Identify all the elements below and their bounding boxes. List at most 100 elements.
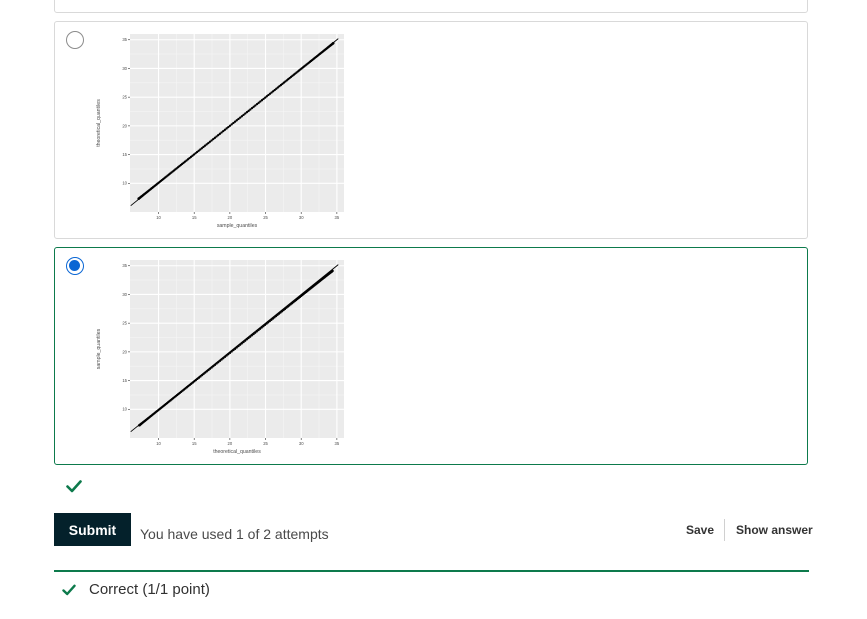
data-point: [215, 362, 218, 365]
y-tick-label: 35: [122, 263, 127, 268]
qq-plot-1: 10 15 20 25 30 35 10 15 20 25 30 35 sample_quantiles…: [96, 34, 344, 229]
data-point: [271, 317, 275, 320]
data-point: [237, 344, 240, 348]
submit-button[interactable]: Submit: [54, 513, 131, 546]
y-tick-label: 25: [122, 95, 127, 100]
data-point: [332, 42, 335, 45]
data-point: [218, 132, 222, 135]
attempts-text: You have used 1 of 2 attempts: [140, 526, 329, 542]
data-point: [200, 147, 203, 150]
data-point: [217, 361, 220, 364]
x-tick-label: 25: [263, 215, 268, 220]
y-tick-label: 30: [122, 66, 127, 71]
data-point: [233, 120, 237, 123]
data-point: [268, 92, 272, 95]
data-point: [254, 331, 257, 334]
data-point: [232, 121, 235, 125]
option-card-partial: [54, 0, 808, 13]
data-point: [233, 347, 237, 350]
data-point: [223, 128, 227, 131]
correct-check-icon: [66, 480, 82, 493]
data-point: [274, 314, 278, 318]
data-point: [250, 106, 254, 110]
data-point: [232, 349, 235, 352]
data-point: [259, 100, 262, 103]
data-point: [250, 334, 254, 337]
data-point: [212, 138, 215, 141]
data-point: [223, 355, 227, 359]
data-point: [203, 144, 207, 147]
data-point: [267, 321, 270, 324]
y-tick-label: 35: [122, 37, 127, 42]
y-axis-label: sample_quantiles: [96, 328, 102, 369]
data-point: [260, 326, 263, 329]
data-point: [230, 350, 233, 353]
option-card-1[interactable]: 10 15 20 25 30 35 10 15 20 25 30 35 sample_quantiles…: [54, 21, 808, 239]
data-point: [235, 346, 238, 349]
y-tick-label: 20: [122, 349, 127, 354]
data-point: [235, 119, 238, 122]
data-point: [275, 87, 278, 90]
show-answer-button[interactable]: Show answer: [736, 523, 813, 537]
data-point: [210, 139, 213, 142]
data-point: [258, 327, 262, 330]
data-point: [199, 375, 202, 378]
data-point: [207, 368, 210, 372]
data-point: [240, 342, 243, 345]
data-point: [212, 365, 215, 368]
data-point: [255, 103, 259, 106]
data-point: [227, 353, 230, 356]
option-1-radio[interactable]: [66, 31, 84, 49]
option-2-radio[interactable]: [66, 257, 84, 275]
data-point: [254, 104, 257, 107]
data-point: [262, 97, 265, 101]
data-point: [220, 131, 223, 134]
data-point: [191, 154, 194, 157]
data-point: [220, 358, 223, 361]
data-point: [194, 379, 197, 382]
option-card-2[interactable]: 10 15 20 25 30 35 10 15 20 25 30 35 theoretical_quan…: [54, 247, 808, 465]
data-point: [247, 109, 250, 112]
data-point: [215, 135, 218, 138]
x-tick-label: 20: [228, 215, 233, 220]
x-tick-label: 25: [263, 441, 268, 446]
data-point: [255, 330, 259, 333]
data-point: [210, 366, 213, 369]
data-point: [240, 115, 244, 118]
y-tick-label: 15: [122, 152, 127, 157]
data-point: [204, 371, 207, 374]
x-axis-label: sample_quantiles: [217, 223, 258, 229]
data-point: [270, 318, 273, 321]
data-point: [249, 108, 252, 111]
data-point: [244, 112, 247, 115]
data-point: [218, 359, 222, 363]
x-tick-label: 35: [335, 441, 340, 446]
y-tick-label: 15: [122, 378, 127, 383]
save-button[interactable]: Save: [686, 523, 715, 537]
data-point: [245, 111, 249, 114]
action-divider: [724, 519, 725, 541]
data-point: [270, 91, 273, 94]
data-point: [230, 123, 233, 126]
data-point: [194, 152, 197, 155]
data-point: [245, 338, 249, 341]
x-tick-label: 10: [156, 215, 161, 220]
data-point: [238, 343, 242, 346]
y-tick-label: 20: [122, 123, 127, 128]
x-tick-label: 30: [299, 441, 304, 446]
x-tick-label: 15: [192, 441, 197, 446]
data-point: [222, 357, 225, 360]
data-point: [237, 117, 240, 121]
data-point: [202, 372, 205, 376]
data-point: [199, 148, 202, 151]
data-point: [265, 322, 268, 325]
data-point: [202, 145, 205, 149]
data-point: [207, 141, 210, 145]
y-tick-label: 10: [122, 407, 127, 412]
data-point: [200, 374, 204, 377]
data-point: [196, 377, 199, 381]
data-point: [192, 153, 196, 156]
data-point: [273, 316, 276, 319]
x-axis-label: theoretical_quantiles: [213, 449, 261, 455]
